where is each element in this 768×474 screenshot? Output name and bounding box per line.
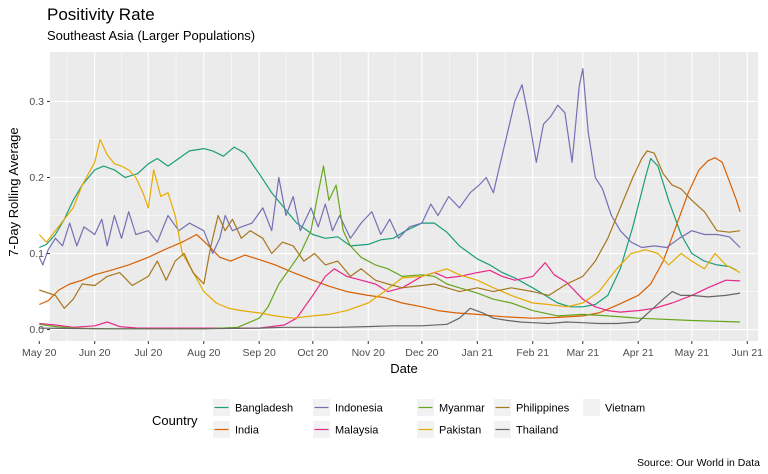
legend-label-bangladesh: Bangladesh: [235, 403, 293, 415]
series-line-indonesia: [38, 68, 741, 266]
legend-label-malaysia: Malaysia: [335, 425, 379, 437]
y-axis: 0.0 0.1 0.2 0.3: [29, 96, 50, 336]
legend-label-thailand: Thailand: [516, 425, 558, 437]
legend-label-pakistan: Pakistan: [439, 425, 481, 437]
legend-label-india: India: [235, 425, 260, 437]
x-tick-label: Jan 21: [462, 347, 494, 359]
series-line-bangladesh: [39, 146, 737, 308]
x-tick-label: Feb 21: [516, 347, 549, 359]
y-tick-label: 0.2: [29, 172, 44, 184]
series-line-thailand: [39, 291, 741, 330]
y-tick-label: 0.3: [29, 96, 44, 108]
series-line-philippines: [39, 150, 741, 309]
x-tick-label: Aug 20: [187, 347, 220, 359]
legend-label-myanmar: Myanmar: [439, 403, 485, 415]
series-line-india: [39, 157, 741, 319]
series-lines: [38, 68, 741, 330]
x-axis-title: Date: [390, 361, 417, 376]
legend-label-philippines: Philippines: [516, 403, 570, 415]
chart-subtitle: Southeast Asia (Larger Populations): [47, 28, 255, 43]
x-tick-label: Jun 21: [732, 347, 764, 359]
x-tick-label: Sep 20: [243, 347, 276, 359]
x-tick-label: Nov 20: [352, 347, 385, 359]
x-tick-label: Jul 20: [134, 347, 162, 359]
legend-label-vietnam: Vietnam: [605, 403, 645, 415]
grid-lines: [50, 52, 758, 341]
x-tick-label: Dec 20: [405, 347, 438, 359]
legend-label-indonesia: Indonesia: [335, 403, 384, 415]
y-tick-label: 0.0: [29, 324, 44, 336]
y-tick-label: 0.1: [29, 248, 44, 260]
x-tick-label: May 20: [22, 347, 57, 359]
plot-panel: [50, 52, 758, 341]
y-axis-title: 7-Day Rolling Average: [6, 127, 21, 256]
series-line-pakistan: [38, 138, 741, 319]
series-line-myanmar: [39, 165, 741, 330]
chart-caption: Source: Our World in Data: [637, 457, 760, 469]
x-tick-label: Apr 21: [623, 347, 654, 359]
x-tick-label: Oct 20: [297, 347, 328, 359]
chart-title: Positivity Rate: [47, 5, 155, 24]
x-tick-label: May 21: [675, 347, 710, 359]
legend: Country Bangladesh India Indonesia Malaysia…: [152, 399, 645, 438]
x-axis: May 20 Jun 20 Jul 20 Aug 20 Sep 20 Oct 20 Nov …: [22, 341, 763, 359]
legend-title: Country: [152, 413, 198, 428]
x-tick-label: Jun 20: [79, 347, 111, 359]
legend-key-vietnam: [583, 399, 600, 416]
x-tick-label: Mar 21: [566, 347, 599, 359]
